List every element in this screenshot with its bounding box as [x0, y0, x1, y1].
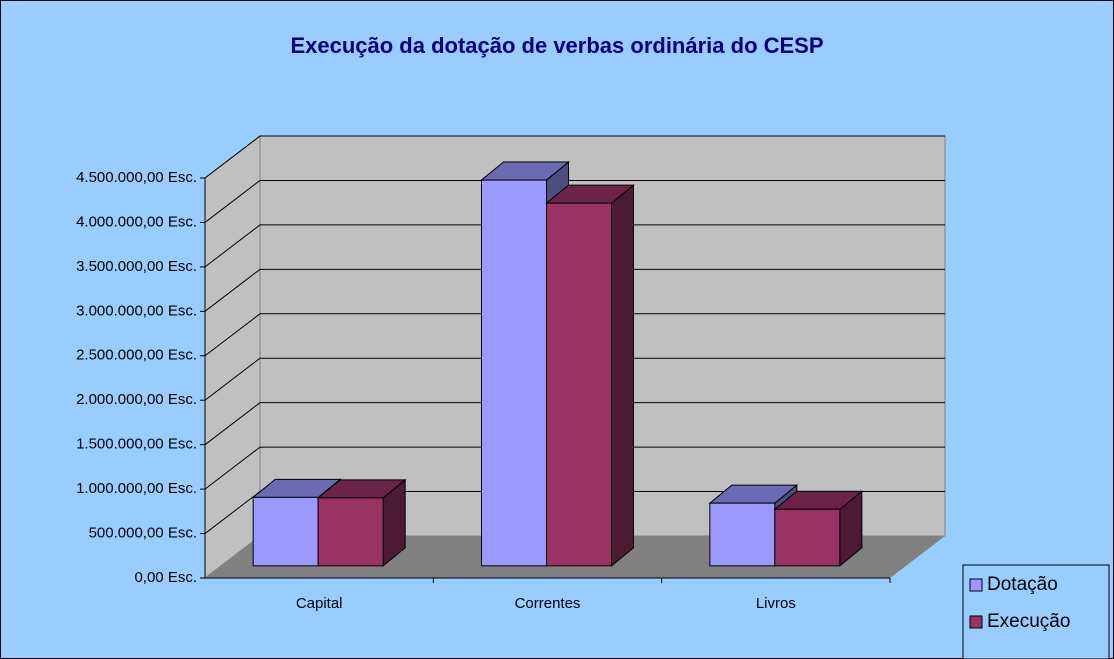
y-tick-label: 3.500.000,00 Esc.	[76, 258, 197, 275]
bar	[316, 478, 407, 567]
y-tick-label: 0,00 Esc.	[134, 569, 197, 586]
y-tick-label: 4.000.000,00 Esc.	[76, 213, 197, 230]
grid	[204, 135, 945, 534]
legend	[962, 564, 1110, 659]
legend-swatch	[969, 578, 983, 592]
bars	[251, 160, 864, 567]
bar-front	[481, 179, 547, 567]
bar-front	[252, 496, 319, 567]
y-tick-label: 1.500.000,00 Esc.	[76, 436, 197, 453]
grid-line	[204, 179, 945, 223]
grid-line	[204, 268, 945, 312]
x-tick-label: Livros	[756, 595, 796, 612]
y-tick-label: 1.000.000,00 Esc.	[76, 480, 197, 497]
x-tick-label: Correntes	[515, 595, 581, 612]
grid-line	[204, 224, 945, 268]
y-tick-label: 2.500.000,00 Esc.	[76, 347, 197, 364]
legend-label: Dotação	[987, 574, 1058, 595]
bar-front	[709, 502, 776, 567]
y-tick-label: 500.000,00 Esc.	[89, 525, 197, 542]
grid-line	[204, 313, 945, 357]
grid-line	[204, 402, 945, 446]
x-tick-label: Capital	[296, 595, 343, 612]
grid-line	[204, 446, 945, 490]
bar-front	[774, 508, 841, 567]
grid-line	[204, 135, 945, 179]
grid-line	[204, 357, 945, 401]
bar	[773, 490, 864, 567]
y-tick-label: 4.500.000,00 Esc.	[76, 169, 197, 186]
chart-title: Execução da dotação de verbas ordinária …	[290, 33, 823, 58]
bar-front	[546, 202, 612, 567]
bar-side	[611, 184, 634, 567]
bar-front	[317, 497, 384, 567]
legend-swatch	[969, 615, 983, 629]
legend-label: Execução	[987, 611, 1070, 632]
bar	[545, 184, 635, 567]
side-wall	[204, 134, 261, 580]
y-tick-label: 2.000.000,00 Esc.	[76, 391, 197, 408]
y-tick-label: 3.000.000,00 Esc.	[76, 302, 197, 319]
